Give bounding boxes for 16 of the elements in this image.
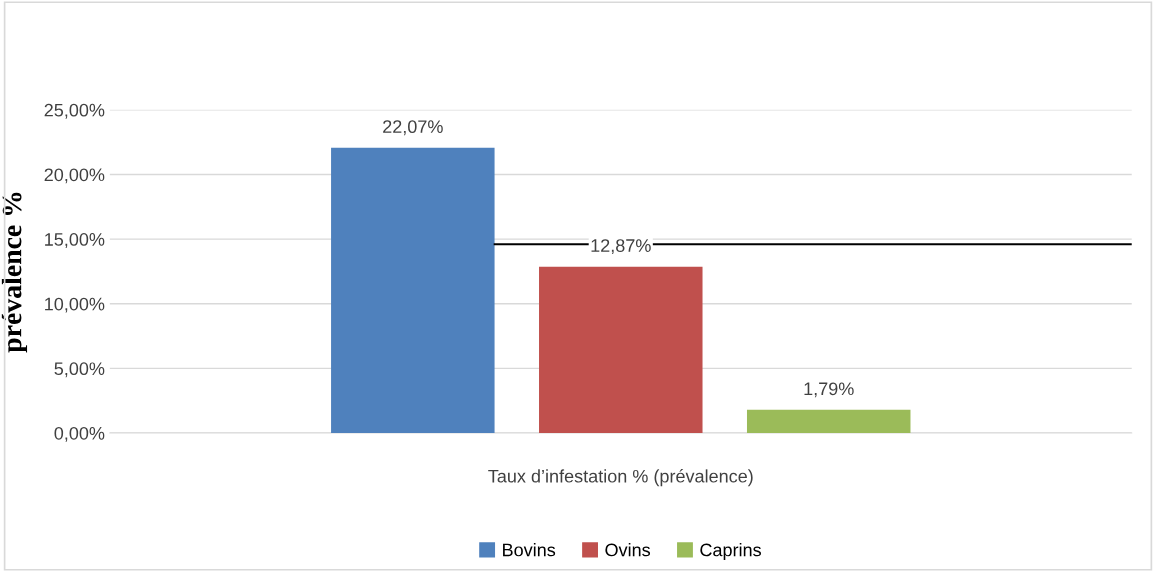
- data-label: 1,79%: [804, 382, 854, 398]
- data-label: 12,87%: [591, 239, 651, 255]
- y-tick-label: 10,00%: [45, 297, 105, 313]
- legend-label: Caprins: [700, 543, 761, 560]
- y-tick-label: 25,00%: [44, 103, 105, 119]
- y-tick-label: 15,00%: [45, 233, 105, 248]
- legend-label: Bovins: [503, 543, 556, 557]
- data-label: 22,07%: [383, 120, 443, 136]
- bar: [331, 147, 495, 433]
- y-tick-label: 0,00%: [54, 426, 105, 442]
- bar: [746, 409, 911, 433]
- x-tick-label: Taux d’infestation % (prévalence): [488, 469, 753, 487]
- y-tick-label: 5,00%: [54, 362, 105, 378]
- legend-label: Ovins: [605, 543, 651, 557]
- y-tick-label: 20,00%: [44, 168, 105, 184]
- bar: [539, 266, 703, 433]
